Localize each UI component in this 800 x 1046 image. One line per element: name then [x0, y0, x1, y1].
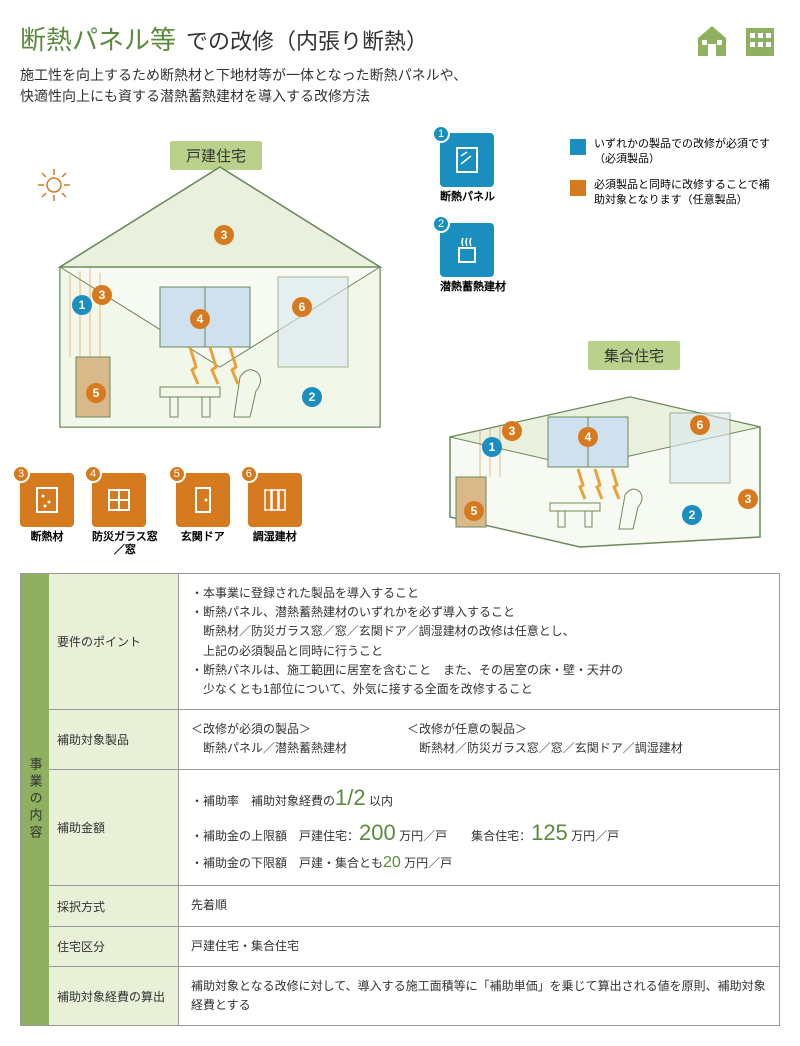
row-content: ・補助率 補助対象経費の1/2 以内・補助金の上限額 戸建住宅：200 万円／戸…: [179, 770, 779, 886]
badge-3: 3: [738, 489, 758, 509]
legend: いずれかの製品での改修が必須です（必須製品） 必須製品と同時に改修することで補助…: [570, 137, 780, 219]
table-side-label: 事業の内容: [21, 574, 49, 1025]
orange-product-row: 3断熱材 4防災ガラス窓／窓 5玄関ドア 6調湿建材: [20, 473, 302, 557]
orange-icon-5: 5: [176, 473, 230, 527]
badge-1: 1: [72, 295, 92, 315]
badge-6: 6: [292, 297, 312, 317]
row-label: 補助対象製品: [49, 710, 179, 768]
orange-icon-4: 4: [92, 473, 146, 527]
row-label: 補助金額: [49, 770, 179, 886]
orange-product-3: 3断熱材: [20, 473, 74, 557]
table-row: 補助対象経費の算出補助対象となる改修に対して、導入する施工面積等に「補助単価」を…: [49, 967, 779, 1025]
orange-icon-6: 6: [248, 473, 302, 527]
detached-house-drawing: 1 2 3 3 4 5 6: [20, 157, 400, 457]
row-content: ・本事業に登録された製品を導入すること・断熱パネル、潜熱蓄熱建材のいずれかを必ず…: [179, 574, 779, 709]
product-heat: 2 潜熱蓄熱建材: [440, 223, 506, 294]
panel-icon: 1: [440, 133, 494, 187]
table-row: 補助対象製品＜改修が必須の製品＞ 断熱パネル／潜熱蓄熱建材＜改修が任意の製品＞ …: [49, 710, 779, 769]
requirements-table: 事業の内容 要件のポイント・本事業に登録された製品を導入すること・断熱パネル、潜…: [20, 573, 780, 1026]
table-row: 要件のポイント・本事業に登録された製品を導入すること・断熱パネル、潜熱蓄熱建材の…: [49, 574, 779, 710]
badge-4: 4: [578, 427, 598, 447]
corner-building-icons: [692, 20, 780, 60]
row-content: 戸建住宅・集合住宅: [179, 927, 779, 966]
badge-3: 3: [92, 285, 112, 305]
row-label: 住宅区分: [49, 927, 179, 966]
badge-3: 3: [502, 421, 522, 441]
orange-product-6: 6調湿建材: [248, 473, 302, 557]
badge-5: 5: [464, 501, 484, 521]
apartment-drawing: 1 2 3 3 4 5 6: [430, 377, 780, 557]
product-panel: 1 断熱パネル: [440, 133, 495, 204]
page-title: 断熱パネル等での改修（内張り断熱）: [20, 20, 780, 57]
orange-product-4: 4防災ガラス窓／窓: [92, 473, 158, 557]
legend-blue-sq: [570, 139, 586, 155]
row-label: 要件のポイント: [49, 574, 179, 709]
row-label: 補助対象経費の算出: [49, 967, 179, 1025]
badge-3: 3: [214, 225, 234, 245]
badge-2: 2: [302, 387, 322, 407]
table-row: 補助金額・補助率 補助対象経費の1/2 以内・補助金の上限額 戸建住宅：200 …: [49, 770, 779, 887]
title-black: での改修（内張り断熱）: [186, 24, 428, 56]
diagram-area: 戸建住宅 集合住宅 1233456: [20, 127, 780, 557]
badge-1: 1: [482, 437, 502, 457]
subtitle: 施工性を向上するため断熱材と下地材等が一体となった断熱パネルや、 快適性向上にも…: [20, 65, 780, 107]
heat-icon: 2: [440, 223, 494, 277]
row-content: 先着順: [179, 886, 779, 925]
orange-icon-3: 3: [20, 473, 74, 527]
row-label: 採択方式: [49, 886, 179, 925]
badge-6: 6: [690, 415, 710, 435]
apartment-label: 集合住宅: [588, 341, 680, 370]
badge-4: 4: [190, 309, 210, 329]
legend-orange-sq: [570, 180, 586, 196]
row-content: 補助対象となる改修に対して、導入する施工面積等に「補助単価」を乗じて算出される値…: [179, 967, 779, 1025]
orange-product-5: 5玄関ドア: [176, 473, 230, 557]
title-green: 断熱パネル等: [20, 20, 176, 57]
table-row: 採択方式先着順: [49, 886, 779, 926]
badge-2: 2: [682, 505, 702, 525]
row-content: ＜改修が必須の製品＞ 断熱パネル／潜熱蓄熱建材＜改修が任意の製品＞ 断熱材／防災…: [179, 710, 779, 768]
table-row: 住宅区分戸建住宅・集合住宅: [49, 927, 779, 967]
badge-5: 5: [86, 383, 106, 403]
